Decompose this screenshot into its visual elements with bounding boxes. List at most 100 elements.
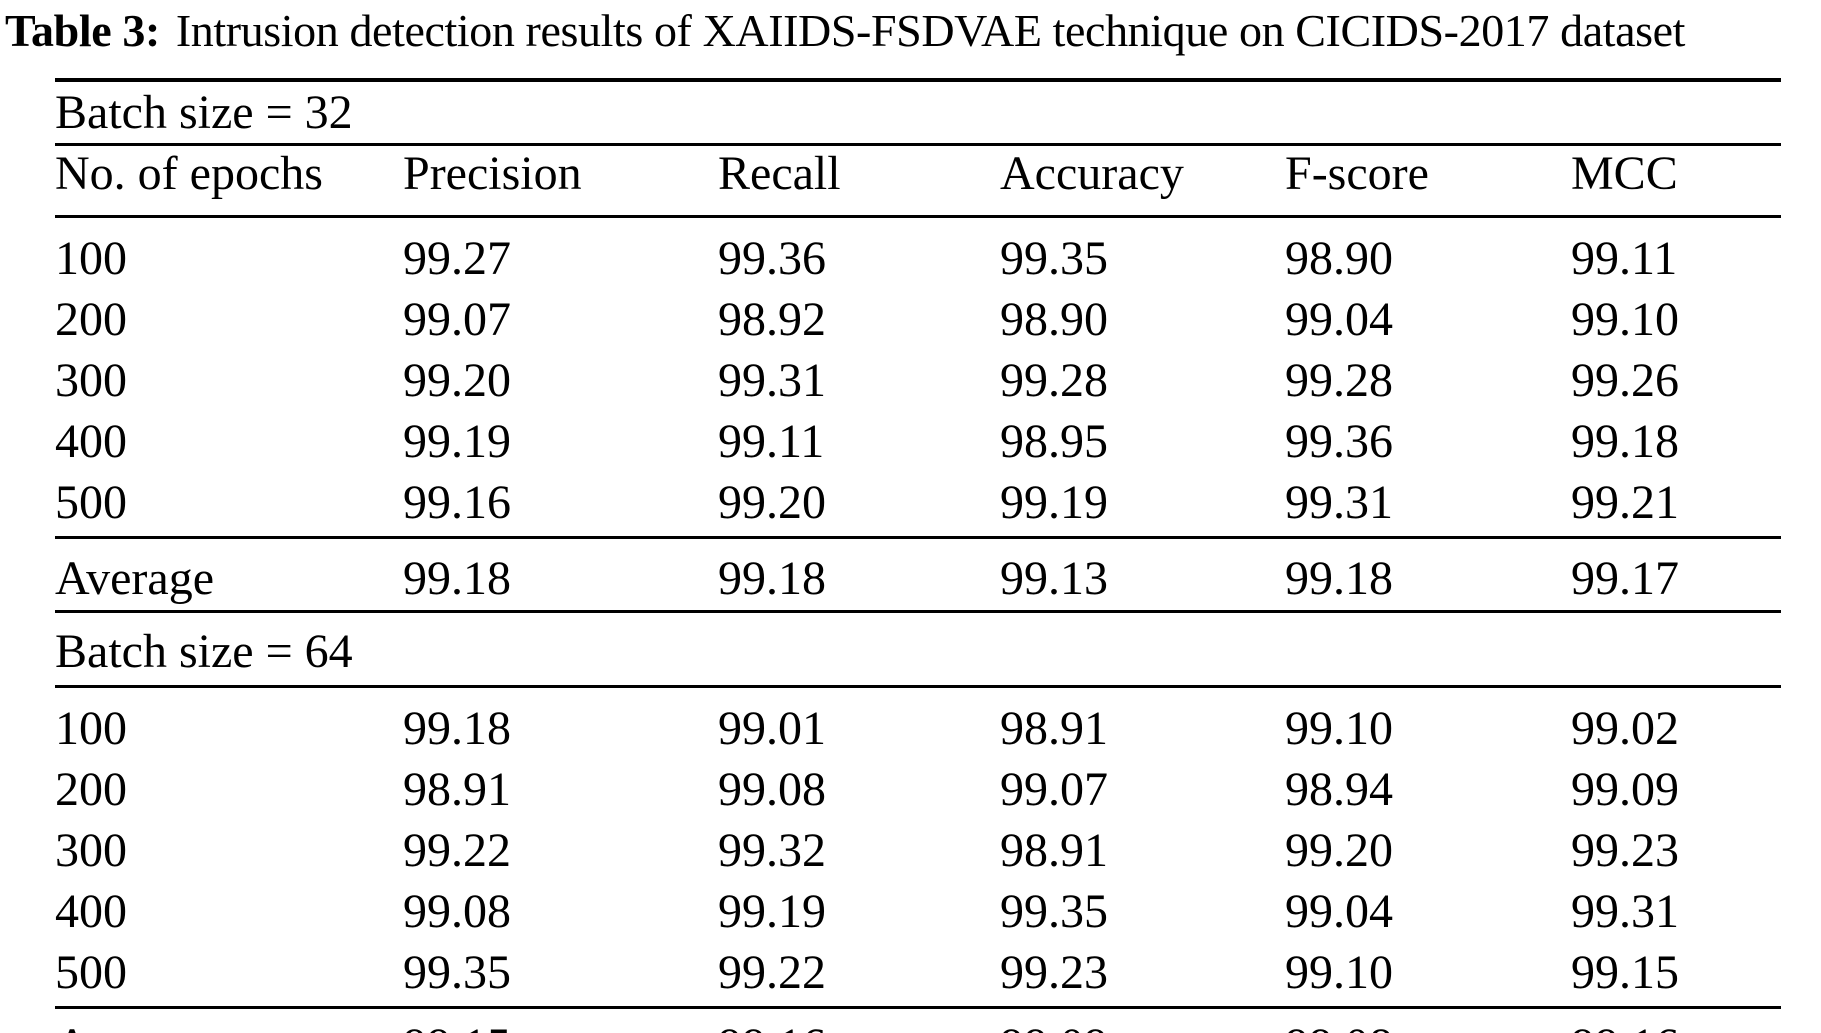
recall-cell: 99.22 <box>718 945 826 999</box>
mcc-cell: 99.26 <box>1571 353 1679 407</box>
recall-cell: 99.31 <box>718 353 826 407</box>
mcc-cell: 99.31 <box>1571 884 1679 938</box>
accuracy-cell: 99.35 <box>1000 884 1108 938</box>
epochs-cell: 100 <box>55 231 127 285</box>
precision-cell: 99.07 <box>403 292 511 346</box>
epochs-cell: 400 <box>55 884 127 938</box>
accuracy-cell: 99.09 <box>1000 1005 1285 1033</box>
fscore-cell: 99.04 <box>1285 292 1393 346</box>
precision-cell: 99.18 <box>403 535 718 613</box>
precision-cell: 99.15 <box>403 1005 718 1033</box>
col-header-recall: Recall <box>718 144 1000 218</box>
col-header-precision: Precision <box>403 144 718 218</box>
average-row-batch32: Average 99.18 99.18 99.13 99.18 99.17 <box>55 535 1781 613</box>
fscore-cell: 99.31 <box>1285 475 1393 529</box>
mcc-cell: 99.09 <box>1571 762 1679 816</box>
accuracy-cell: 99.28 <box>1000 353 1108 407</box>
accuracy-cell: 98.90 <box>1000 292 1108 346</box>
recall-cell: 99.20 <box>718 475 826 529</box>
table-row: 300 99.22 99.32 98.91 99.20 99.23 <box>55 823 1781 884</box>
accuracy-cell: 99.35 <box>1000 231 1108 285</box>
average-label: Average <box>55 1005 403 1033</box>
epochs-cell: 200 <box>55 292 127 346</box>
mcc-cell: 99.23 <box>1571 823 1679 877</box>
precision-cell: 99.16 <box>403 475 511 529</box>
table-row: 500 99.35 99.22 99.23 99.10 99.15 <box>55 945 1781 1008</box>
fscore-cell: 99.04 <box>1285 884 1393 938</box>
epochs-cell: 400 <box>55 414 127 468</box>
accuracy-cell: 98.91 <box>1000 823 1108 877</box>
fscore-cell: 99.28 <box>1285 353 1393 407</box>
col-header-mcc: MCC <box>1571 144 1781 218</box>
fscore-cell: 99.20 <box>1285 823 1393 877</box>
table-row: 200 99.07 98.92 98.90 99.04 99.10 <box>55 292 1781 353</box>
table-caption: Table 3: Intrusion detection results of X… <box>5 4 1685 57</box>
average-row-batch64: Average 99.15 99.16 99.09 99.08 99.16 <box>55 1005 1781 1033</box>
precision-cell: 99.20 <box>403 353 511 407</box>
recall-cell: 99.19 <box>718 884 826 938</box>
fscore-cell: 99.18 <box>1285 535 1571 613</box>
precision-cell: 99.18 <box>403 701 511 755</box>
recall-cell: 99.32 <box>718 823 826 877</box>
accuracy-cell: 99.23 <box>1000 945 1108 999</box>
fscore-cell: 99.36 <box>1285 414 1393 468</box>
mcc-cell: 99.17 <box>1571 535 1781 613</box>
section-title: Batch size = 32 <box>55 78 1781 146</box>
mcc-cell: 99.18 <box>1571 414 1679 468</box>
accuracy-cell: 98.95 <box>1000 414 1108 468</box>
table-row: 400 99.19 99.11 98.95 99.36 99.18 <box>55 414 1781 475</box>
precision-cell: 99.22 <box>403 823 511 877</box>
section-header-batch32: Batch size = 32 <box>55 78 1781 146</box>
epochs-cell: 500 <box>55 475 127 529</box>
recall-cell: 99.01 <box>718 701 826 755</box>
col-header-accuracy: Accuracy <box>1000 144 1285 218</box>
table-row: 100 99.27 99.36 99.35 98.90 99.11 <box>55 216 1781 292</box>
fscore-cell: 99.08 <box>1285 1005 1571 1033</box>
table-row: 200 98.91 99.08 99.07 98.94 99.09 <box>55 762 1781 823</box>
recall-cell: 98.92 <box>718 292 826 346</box>
recall-cell: 99.08 <box>718 762 826 816</box>
mcc-cell: 99.21 <box>1571 475 1679 529</box>
mcc-cell: 99.02 <box>1571 701 1679 755</box>
table-row: 500 99.16 99.20 99.19 99.31 99.21 <box>55 475 1781 538</box>
mcc-cell: 99.16 <box>1571 1005 1781 1033</box>
fscore-cell: 98.90 <box>1285 231 1393 285</box>
table-row: 100 99.18 99.01 98.91 99.10 99.02 <box>55 686 1781 762</box>
col-header-epochs: No. of epochs <box>55 144 403 218</box>
average-label: Average <box>55 535 403 613</box>
mcc-cell: 99.11 <box>1571 231 1678 285</box>
precision-cell: 98.91 <box>403 762 511 816</box>
recall-cell: 99.36 <box>718 231 826 285</box>
col-header-fscore: F-score <box>1285 144 1571 218</box>
table-caption-label: Table 3: <box>5 5 160 56</box>
recall-cell: 99.11 <box>718 414 825 468</box>
epochs-cell: 500 <box>55 945 127 999</box>
accuracy-cell: 99.13 <box>1000 535 1285 613</box>
precision-cell: 99.08 <box>403 884 511 938</box>
table-caption-text: Intrusion detection results of XAIIDS-FS… <box>175 5 1686 56</box>
table-row: 300 99.20 99.31 99.28 99.28 99.26 <box>55 353 1781 414</box>
precision-cell: 99.35 <box>403 945 511 999</box>
results-table: Batch size = 32 No. of epochs Precision … <box>55 78 1781 1033</box>
table-row: 400 99.08 99.19 99.35 99.04 99.31 <box>55 884 1781 945</box>
epochs-cell: 300 <box>55 823 127 877</box>
section-header-batch64: Batch size = 64 <box>55 611 1781 688</box>
epochs-cell: 300 <box>55 353 127 407</box>
section-title: Batch size = 64 <box>55 611 1781 688</box>
mcc-cell: 99.10 <box>1571 292 1679 346</box>
fscore-cell: 99.10 <box>1285 945 1393 999</box>
precision-cell: 99.19 <box>403 414 511 468</box>
accuracy-cell: 98.91 <box>1000 701 1108 755</box>
accuracy-cell: 99.19 <box>1000 475 1108 529</box>
accuracy-cell: 99.07 <box>1000 762 1108 816</box>
precision-cell: 99.27 <box>403 231 511 285</box>
fscore-cell: 99.10 <box>1285 701 1393 755</box>
epochs-cell: 100 <box>55 701 127 755</box>
fscore-cell: 98.94 <box>1285 762 1393 816</box>
column-header-row: No. of epochs Precision Recall Accuracy … <box>55 144 1781 218</box>
mcc-cell: 99.15 <box>1571 945 1679 999</box>
epochs-cell: 200 <box>55 762 127 816</box>
recall-cell: 99.18 <box>718 535 1000 613</box>
recall-cell: 99.16 <box>718 1005 1000 1033</box>
